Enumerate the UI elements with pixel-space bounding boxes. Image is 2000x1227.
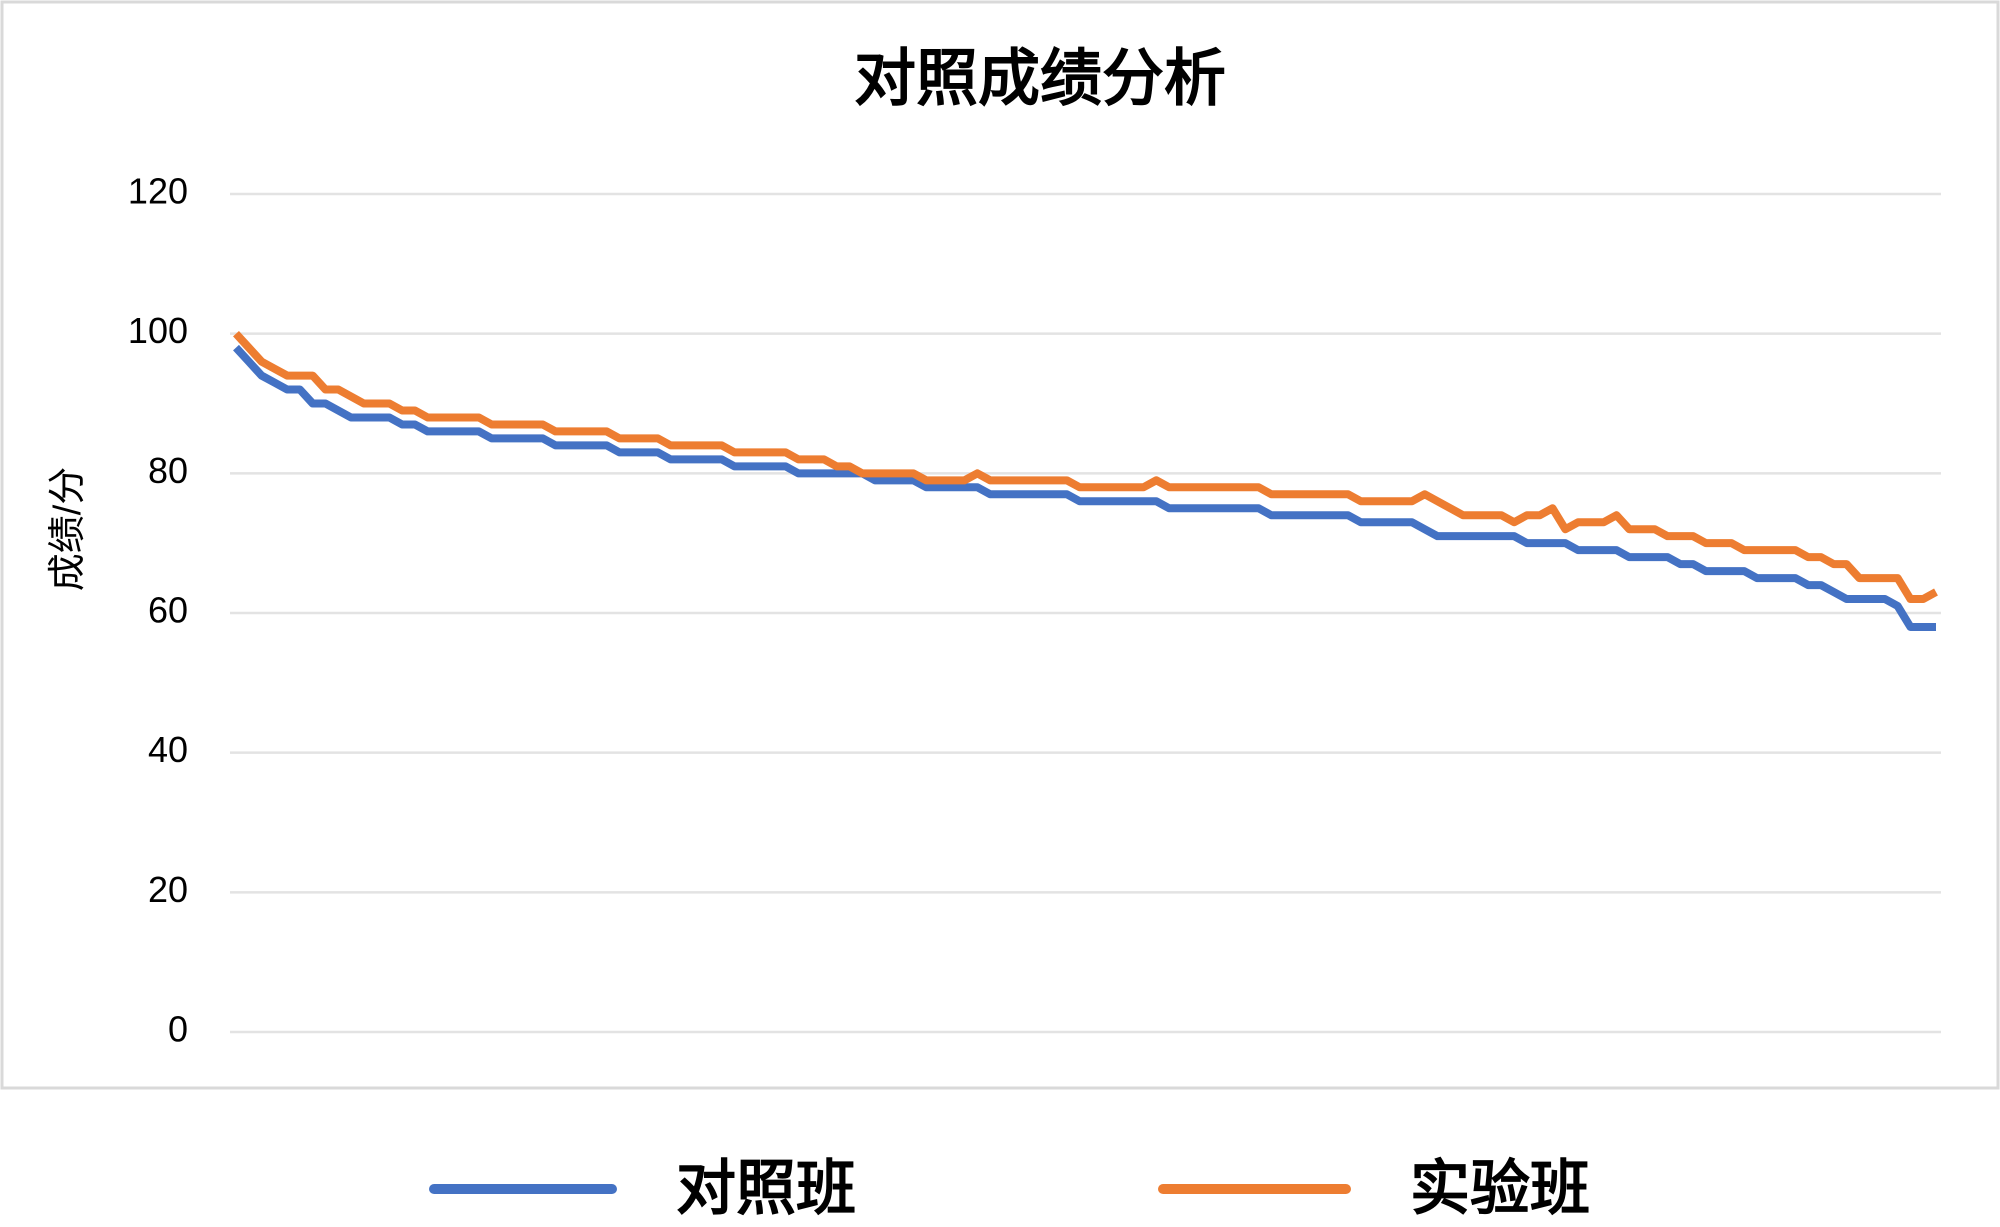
- y-tick-label: 100: [128, 310, 188, 351]
- chart-border: [0, 0, 2000, 1090]
- legend-label: 实验班: [1410, 1155, 1590, 1222]
- data-line: [233, 330, 1938, 604]
- y-tick-label: 120: [128, 171, 188, 212]
- y-axis-label: 成绩/分: [47, 467, 89, 592]
- chart-title: 对照成绩分析: [854, 44, 1226, 113]
- y-tick-label: 60: [148, 590, 188, 631]
- y-tick-label: 20: [148, 869, 188, 910]
- y-tick-label: 40: [148, 729, 188, 770]
- y-tick-label: 0: [168, 1009, 188, 1050]
- y-tick-label: 80: [148, 450, 188, 491]
- legend-label: 对照班: [676, 1155, 856, 1222]
- data-line: [233, 344, 1936, 631]
